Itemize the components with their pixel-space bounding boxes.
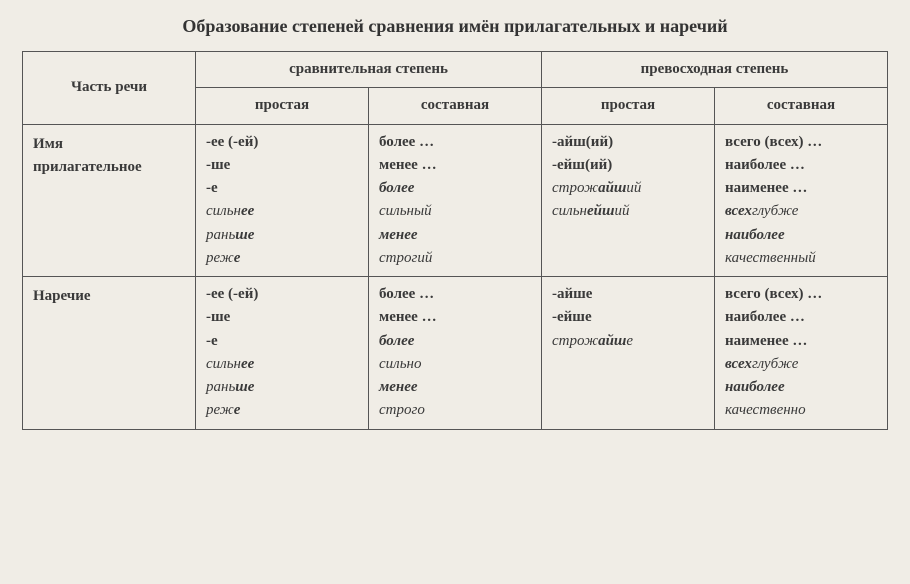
table-row: Наречие -ее (-ей)-ше-есильнеераньшереже … [23, 277, 888, 430]
cell-adj-sup-simple: -айш(ий)-ейш(ий)строжайшийсильнейший [542, 124, 715, 277]
cell-adv-comp-compound: более …менее …болеесильноменеестрого [369, 277, 542, 430]
header-compound-2: составная [715, 88, 888, 124]
comparison-table: Часть речи сравнительная степень превосх… [22, 51, 888, 430]
cell-adv-sup-simple: -айше-ейшестрожайше [542, 277, 715, 430]
header-simple-2: простая [542, 88, 715, 124]
cell-adv-sup-compound: всего (всех) …наиболее …наименее …всехгл… [715, 277, 888, 430]
row-label-adjective: Имя прилагательное [23, 124, 196, 277]
cell-adj-sup-compound: всего (всех) …наиболее …наименее …всехгл… [715, 124, 888, 277]
header-compound-1: составная [369, 88, 542, 124]
header-comparative: сравнительная степень [196, 52, 542, 88]
header-part: Часть речи [23, 52, 196, 125]
header-simple-1: простая [196, 88, 369, 124]
page-title: Образование степеней сравнения имён прил… [22, 16, 888, 37]
table-row: Имя прилагательное -ее (-ей)-ше-есильнее… [23, 124, 888, 277]
cell-adj-comp-simple: -ее (-ей)-ше-есильнеераньшереже [196, 124, 369, 277]
cell-adv-comp-simple: -ее (-ей)-ше-есильнеераньшереже [196, 277, 369, 430]
header-superlative: превосходная степень [542, 52, 888, 88]
cell-adj-comp-compound: более …менее …болеесильныйменеестрогий [369, 124, 542, 277]
row-label-adverb: Наречие [23, 277, 196, 430]
